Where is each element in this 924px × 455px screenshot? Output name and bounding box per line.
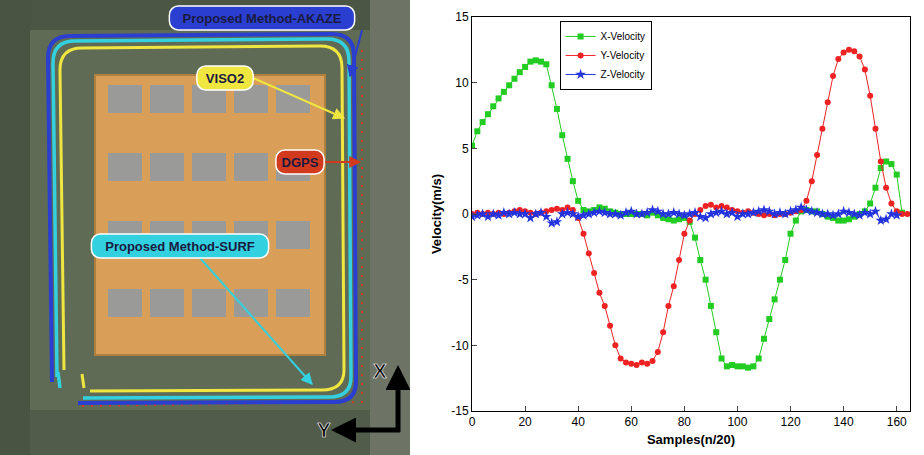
svg-text:60: 60 <box>625 415 639 429</box>
svg-text:0: 0 <box>469 415 476 429</box>
svg-text:100: 100 <box>727 415 747 429</box>
svg-text:Samples(n/20): Samples(n/20) <box>647 432 735 447</box>
svg-text:Proposed Method-AKAZE: Proposed Method-AKAZE <box>183 11 342 26</box>
svg-text:5: 5 <box>462 142 469 156</box>
svg-text:X-Velocity: X-Velocity <box>601 31 645 42</box>
svg-text:DGPS: DGPS <box>282 155 319 170</box>
svg-text:140: 140 <box>834 415 854 429</box>
svg-text:-5: -5 <box>458 273 469 287</box>
svg-text:160: 160 <box>887 415 907 429</box>
svg-text:Velocity(m/s): Velocity(m/s) <box>429 174 444 254</box>
svg-text:80: 80 <box>678 415 692 429</box>
svg-text:Z-Velocity: Z-Velocity <box>601 69 645 80</box>
svg-text:120: 120 <box>781 415 801 429</box>
svg-text:15: 15 <box>455 10 469 24</box>
svg-text:X: X <box>373 360 387 382</box>
svg-text:20: 20 <box>518 415 532 429</box>
svg-text:Y: Y <box>317 419 331 441</box>
svg-text:Y-Velocity: Y-Velocity <box>601 50 645 61</box>
svg-text:10: 10 <box>455 76 469 90</box>
svg-text:0: 0 <box>462 207 469 221</box>
svg-text:-15: -15 <box>451 404 469 418</box>
svg-text:VISO2: VISO2 <box>206 71 244 86</box>
svg-text:-10: -10 <box>451 339 469 353</box>
svg-text:Proposed Method-SURF: Proposed Method-SURF <box>105 239 255 254</box>
svg-text:40: 40 <box>572 415 586 429</box>
